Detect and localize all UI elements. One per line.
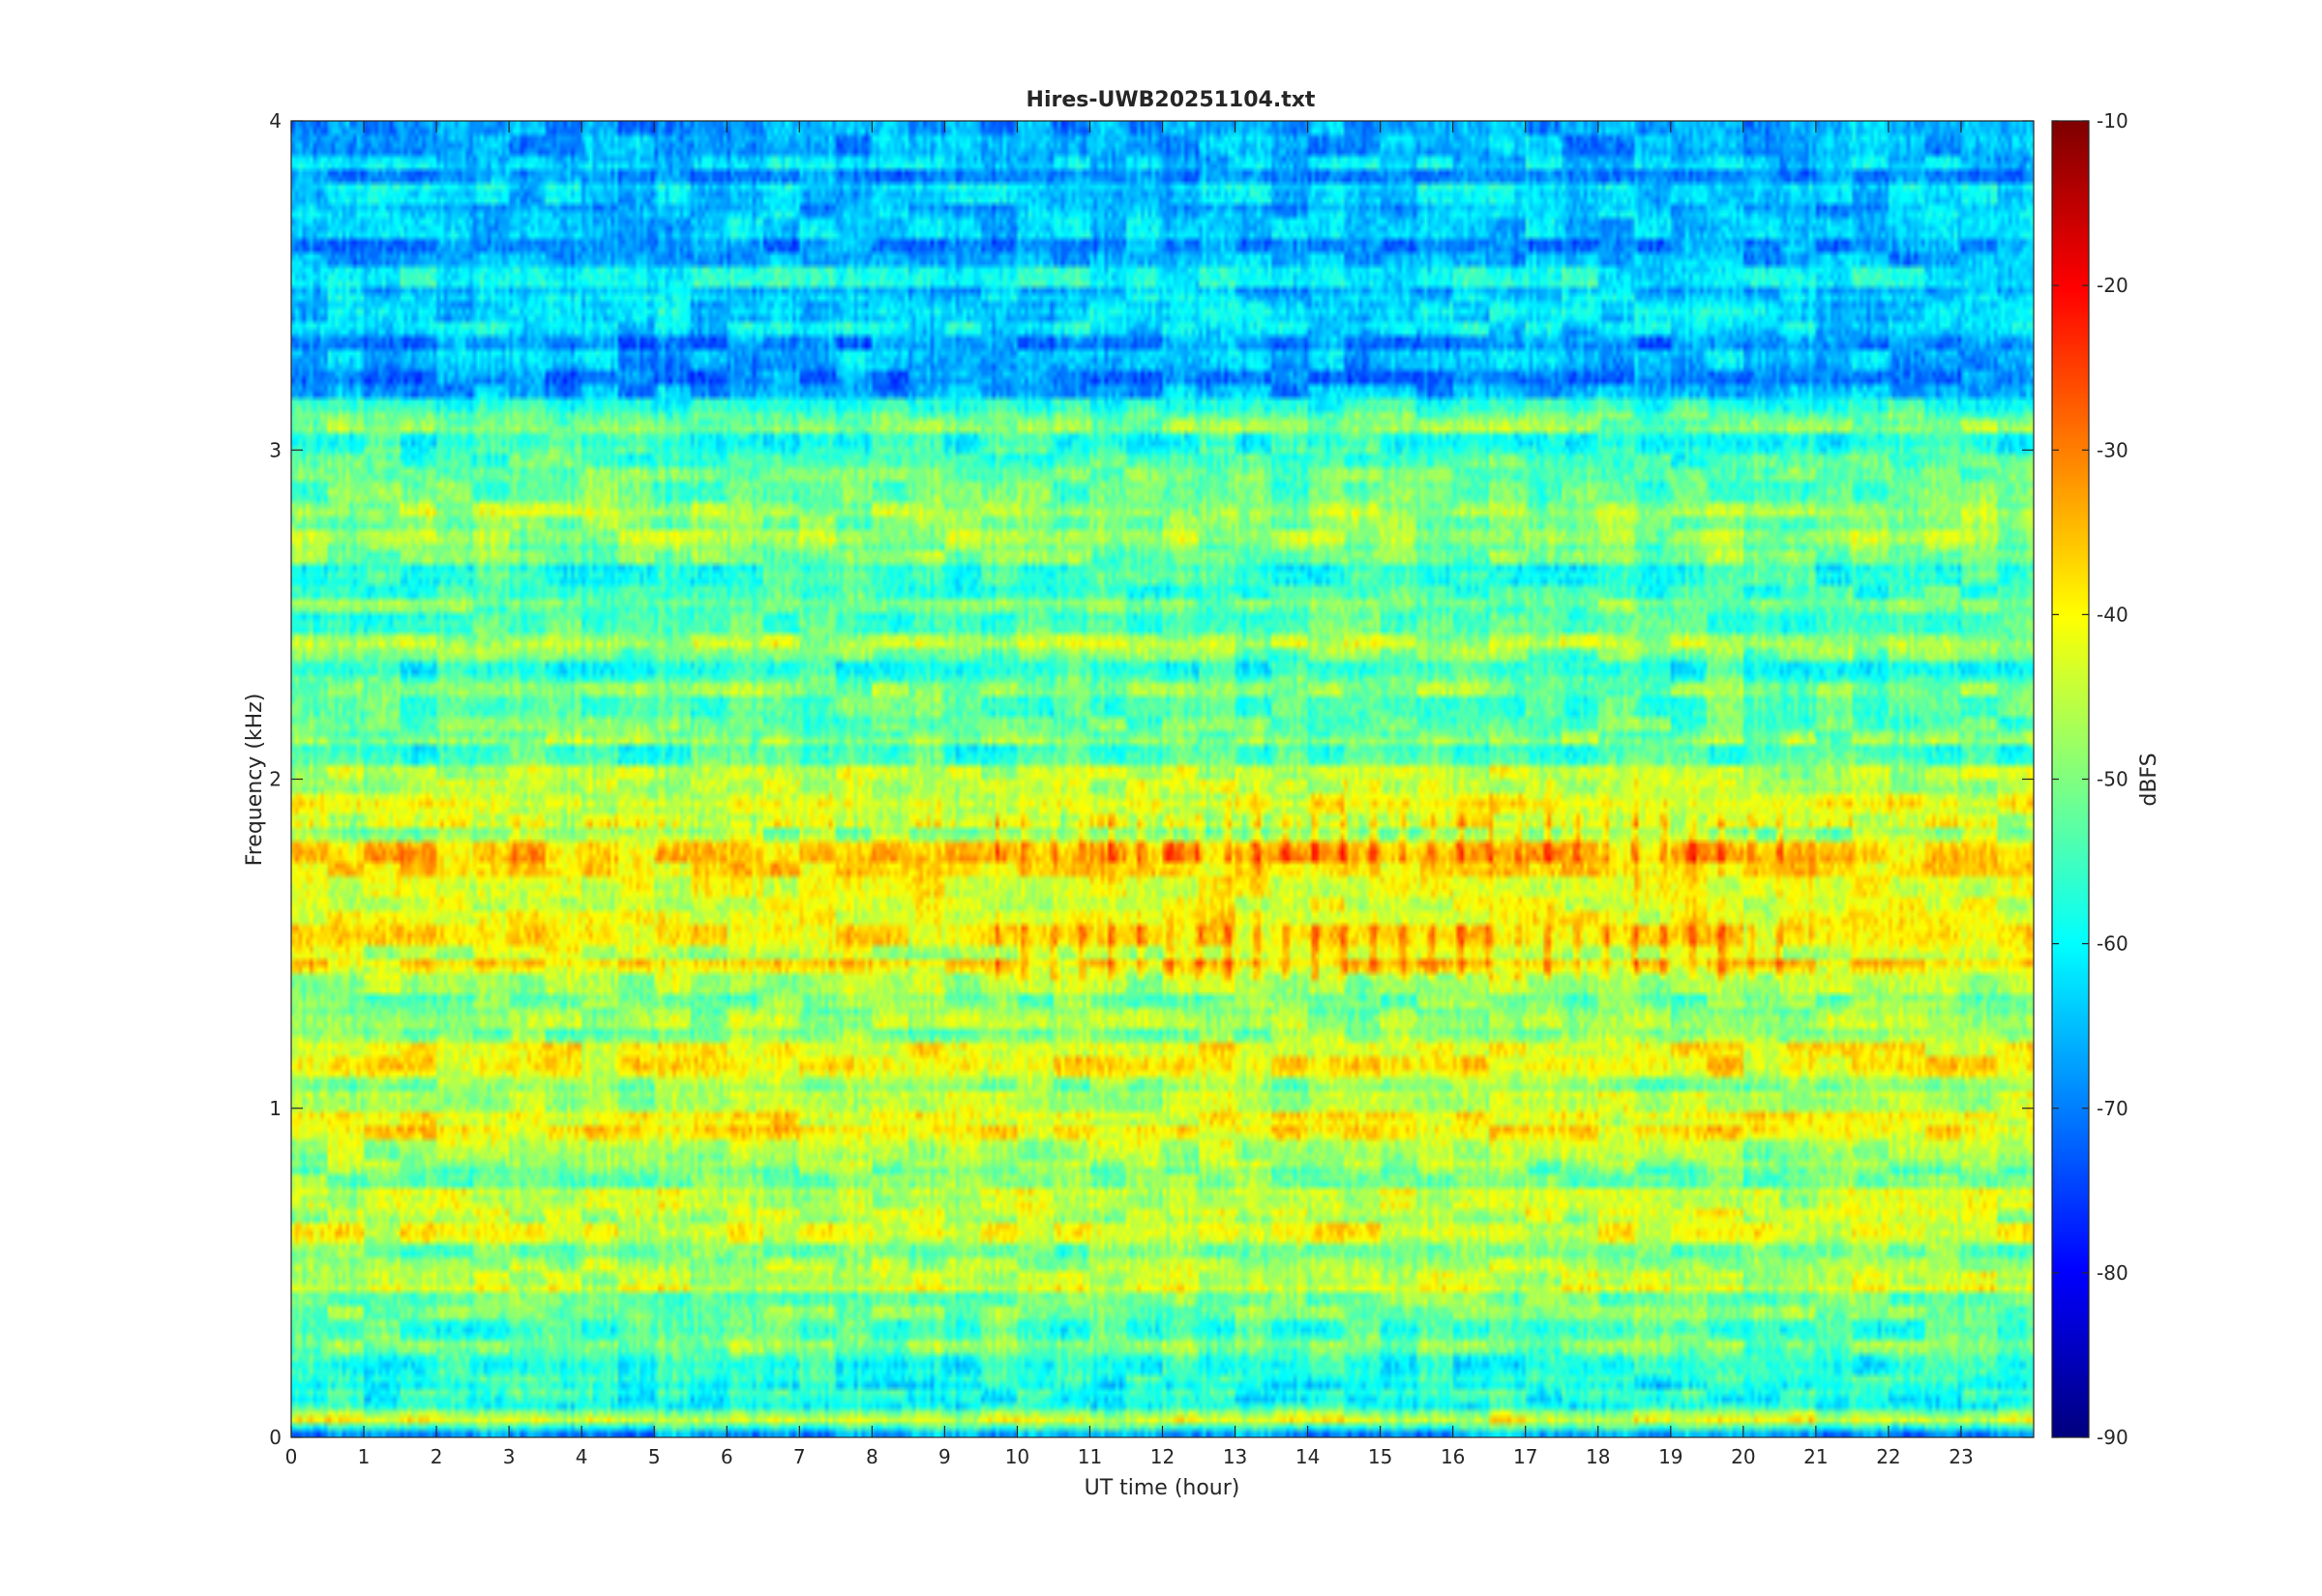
chart-title: Hires-UWB20251104.txt (1027, 88, 1316, 112)
x-tick-label: 19 (1658, 1445, 1682, 1468)
colorbar-tick-label: -30 (2097, 438, 2128, 461)
y-tick-label: 0 (269, 1426, 282, 1449)
x-tick-label: 3 (503, 1445, 516, 1468)
colorbar-tick-label: -50 (2097, 768, 2128, 791)
x-tick-label: 1 (358, 1445, 371, 1468)
x-tick-label: 11 (1078, 1445, 1102, 1468)
spectrogram-heatmap (291, 121, 2034, 1437)
x-tick-label: 20 (1731, 1445, 1755, 1468)
x-tick-label: 7 (793, 1445, 806, 1468)
x-tick-label: 17 (1513, 1445, 1537, 1468)
x-tick-label: 16 (1441, 1445, 1465, 1468)
x-tick-label: 2 (431, 1445, 443, 1468)
x-tick-label: 4 (576, 1445, 588, 1468)
x-tick-label: 10 (1005, 1445, 1029, 1468)
colorbar-tick-label: -90 (2097, 1426, 2128, 1449)
y-tick-label: 1 (269, 1097, 282, 1120)
x-tick-label: 18 (1586, 1445, 1610, 1468)
x-tick-label: 8 (866, 1445, 878, 1468)
colorbar-tick-label: -10 (2097, 109, 2128, 133)
x-tick-label: 15 (1368, 1445, 1392, 1468)
x-axis-label: UT time (hour) (1085, 1476, 1240, 1500)
x-tick-label: 0 (285, 1445, 298, 1468)
x-tick-label: 12 (1150, 1445, 1175, 1468)
colorbar-label: dBFS (2137, 753, 2161, 806)
y-axis-ticks: 0 1 2 3 4 (269, 109, 2034, 1449)
x-tick-label: 9 (938, 1445, 951, 1468)
y-tick-label: 2 (269, 768, 282, 791)
y-axis-label: Frequency (kHz) (243, 694, 267, 867)
x-tick-label: 23 (1949, 1445, 1973, 1468)
x-tick-label: 22 (1876, 1445, 1900, 1468)
colorbar-tick-label: -70 (2097, 1097, 2128, 1120)
colorbar-tick-label: -20 (2097, 274, 2128, 297)
y-tick-label: 4 (269, 109, 282, 133)
colorbar-ticks: -90 -80 -70 -60 -50 -40 -30 -20 -10 (2052, 109, 2128, 1449)
x-tick-label: 5 (648, 1445, 661, 1468)
colorbar-tick-label: -60 (2097, 932, 2128, 956)
x-tick-label: 14 (1295, 1445, 1320, 1468)
x-tick-label: 13 (1223, 1445, 1247, 1468)
x-tick-label: 21 (1803, 1445, 1828, 1468)
x-axis-ticks: 0 1 2 3 4 5 6 7 8 9 10 11 12 13 14 15 16 17 18 19 20 21 22 23 (285, 121, 1974, 1468)
colorbar-tick-label: -40 (2097, 603, 2128, 626)
x-tick-label: 6 (721, 1445, 733, 1468)
y-tick-label: 3 (269, 438, 282, 461)
colorbar-tick-label: -80 (2097, 1261, 2128, 1285)
